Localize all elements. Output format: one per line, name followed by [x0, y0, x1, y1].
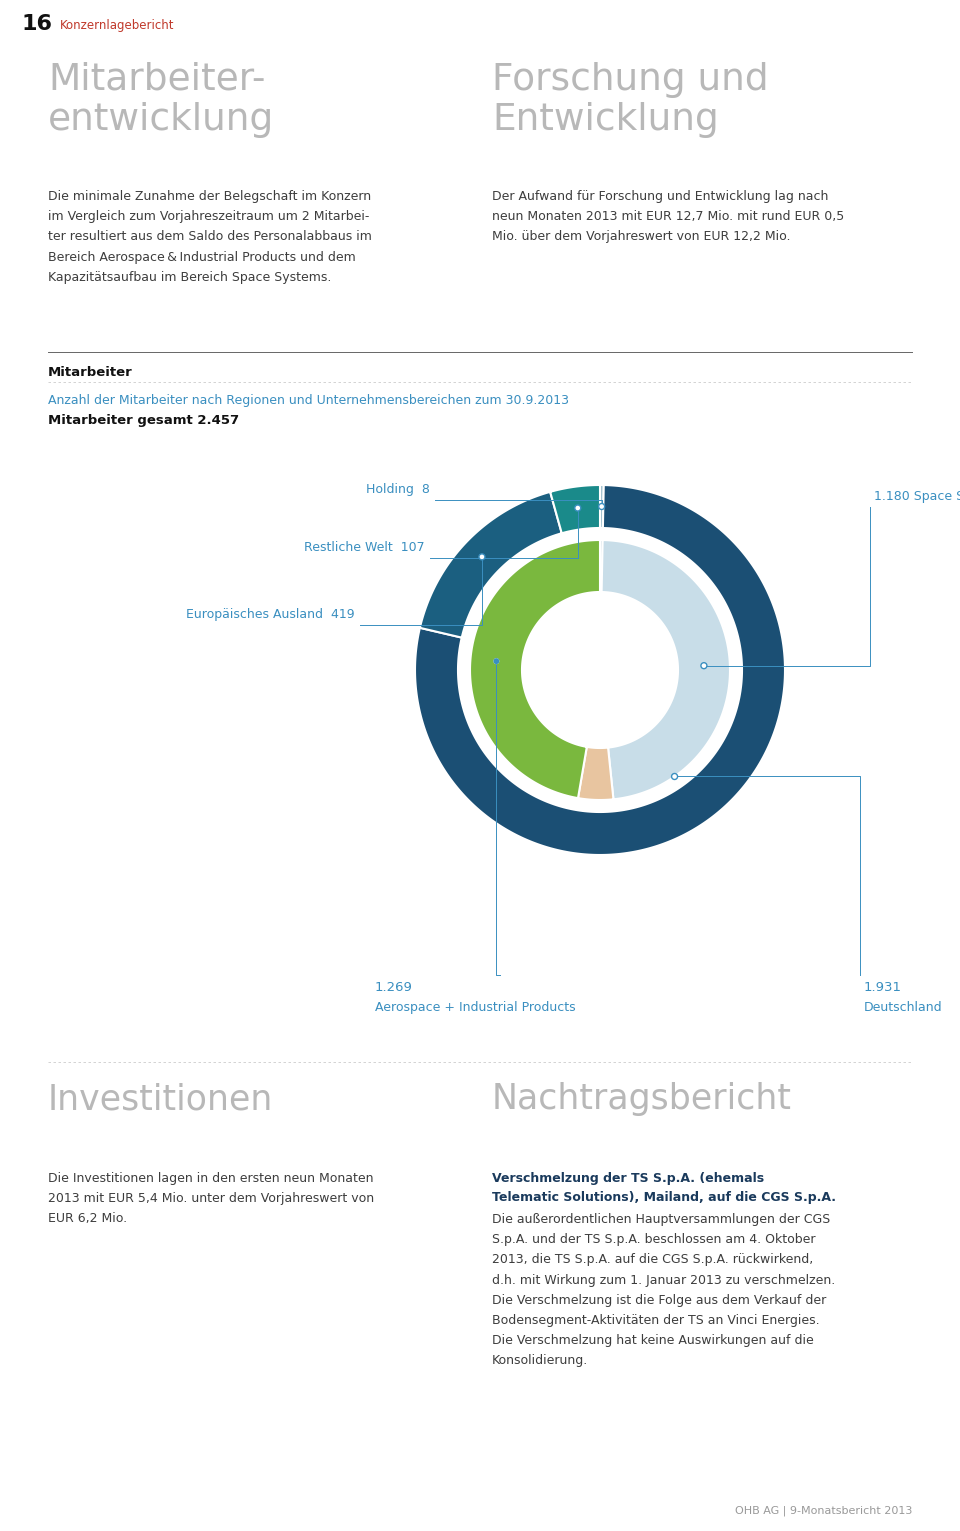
Circle shape [672, 773, 678, 779]
Text: 1.180 Space Systems: 1.180 Space Systems [874, 490, 960, 504]
Polygon shape [470, 540, 600, 798]
Text: Mitarbeiter gesamt 2.457: Mitarbeiter gesamt 2.457 [48, 413, 239, 427]
Circle shape [701, 663, 707, 669]
Circle shape [599, 504, 605, 510]
Circle shape [479, 554, 485, 560]
Text: Restliche Welt  107: Restliche Welt 107 [304, 540, 425, 554]
Text: Die minimale Zunahme der Belegschaft im Konzern
im Vergleich zum Vorjahreszeitra: Die minimale Zunahme der Belegschaft im … [48, 190, 372, 283]
Polygon shape [578, 747, 613, 801]
Polygon shape [600, 485, 604, 528]
Text: Der Aufwand für Forschung und Entwicklung lag nach
neun Monaten 2013 mit EUR 12,: Der Aufwand für Forschung und Entwicklun… [492, 190, 844, 243]
Polygon shape [550, 485, 600, 533]
Text: Europäisches Ausland  419: Europäisches Ausland 419 [186, 608, 355, 622]
Text: OHB AG | 9-Monatsbericht 2013: OHB AG | 9-Monatsbericht 2013 [734, 1505, 912, 1516]
Polygon shape [600, 540, 603, 592]
Circle shape [493, 658, 499, 664]
Text: Anzahl der Mitarbeiter nach Regionen und Unternehmensbereichen zum 30.9.2013: Anzahl der Mitarbeiter nach Regionen und… [48, 393, 569, 407]
Text: Investitionen: Investitionen [48, 1082, 274, 1116]
Text: Forschung und
Entwicklung: Forschung und Entwicklung [492, 61, 769, 138]
Circle shape [493, 658, 499, 664]
Text: Nachtragsbericht: Nachtragsbericht [492, 1082, 792, 1116]
Text: Aerospace + Industrial Products: Aerospace + Industrial Products [375, 1001, 576, 1014]
Text: 1.269: 1.269 [375, 981, 413, 994]
Text: Holding  8: Holding 8 [366, 482, 430, 496]
Polygon shape [602, 540, 730, 799]
Text: Die außerordentlichen Hauptversammlungen der CGS
S.p.A. und der TS S.p.A. beschl: Die außerordentlichen Hauptversammlungen… [492, 1213, 835, 1367]
Text: Mitarbeiter-
entwicklung: Mitarbeiter- entwicklung [48, 61, 275, 138]
Polygon shape [415, 485, 785, 854]
Text: Mitarbeiter: Mitarbeiter [48, 366, 132, 380]
Text: 16: 16 [22, 14, 53, 34]
Text: 1.931: 1.931 [864, 981, 902, 994]
Polygon shape [420, 491, 562, 637]
Text: Die Investitionen lagen in den ersten neun Monaten
2013 mit EUR 5,4 Mio. unter d: Die Investitionen lagen in den ersten ne… [48, 1173, 374, 1225]
Text: Deutschland: Deutschland [864, 1001, 943, 1014]
Text: Konzernlagebericht: Konzernlagebericht [60, 18, 175, 32]
Text: Verschmelzung der TS S.p.A. (ehemals
Telematic Solutions), Mailand, auf die CGS : Verschmelzung der TS S.p.A. (ehemals Tel… [492, 1173, 836, 1203]
Circle shape [575, 505, 581, 511]
